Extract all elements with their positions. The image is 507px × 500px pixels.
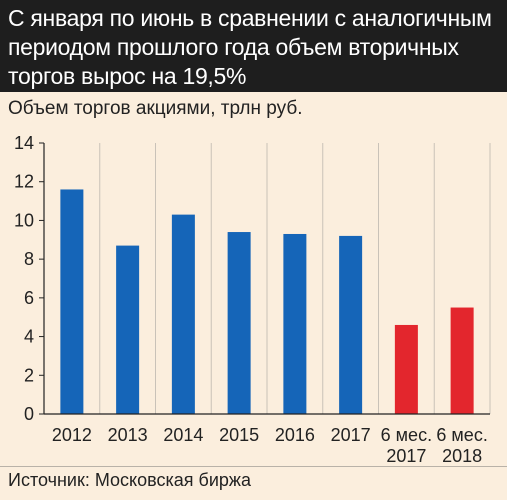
x-tick-label: 2017 [386, 446, 426, 466]
y-tick-label: 2 [24, 365, 34, 385]
y-axis-label: Объем торгов акциями, трлн руб. [8, 98, 303, 119]
x-tick-label: 2013 [108, 425, 148, 445]
y-tick-label: 4 [24, 327, 34, 347]
bar [339, 235, 363, 414]
bars [60, 189, 474, 414]
y-tick-label: 6 [24, 288, 34, 308]
y-tick-label: 12 [14, 172, 34, 192]
divider [0, 466, 507, 467]
bar [283, 233, 307, 414]
x-tick-label: 2016 [275, 425, 315, 445]
source-note: Источник: Московская биржа [8, 470, 251, 490]
grid [99, 143, 491, 414]
y-tick-label: 10 [14, 210, 34, 230]
y-tick-label: 0 [24, 404, 34, 424]
x-tick-label: 6 мес. [436, 425, 487, 445]
y-tick-label: 14 [14, 133, 34, 153]
x-tick-label: 2014 [163, 425, 203, 445]
x-tick-label: 6 мес. [381, 425, 432, 445]
x-tick-label: 2015 [219, 425, 259, 445]
x-tick-label: 2017 [331, 425, 371, 445]
bar [171, 214, 195, 414]
y-tick-label: 8 [24, 249, 34, 269]
bar [450, 307, 474, 414]
header-banner: С января по июнь в сравнении с аналогичн… [0, 0, 507, 92]
x-tick-label: 2012 [52, 425, 92, 445]
bar [60, 189, 84, 414]
bar [394, 324, 418, 414]
bar [116, 245, 140, 414]
chart-title: С января по июнь в сравнении с аналогичн… [8, 5, 492, 89]
bar [227, 232, 251, 414]
y-ticks: 0 2 4 6 8 10 12 14 [14, 133, 44, 424]
x-tick-label: 2018 [442, 446, 482, 466]
